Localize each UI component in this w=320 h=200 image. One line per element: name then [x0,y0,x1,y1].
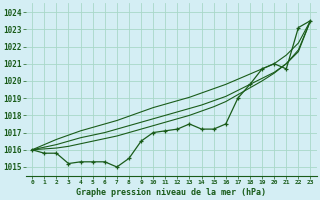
X-axis label: Graphe pression niveau de la mer (hPa): Graphe pression niveau de la mer (hPa) [76,188,266,197]
